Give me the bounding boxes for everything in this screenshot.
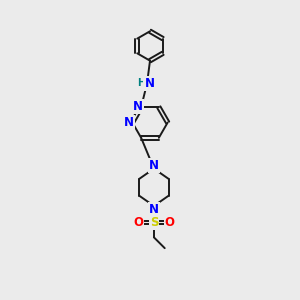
Text: O: O <box>133 216 143 229</box>
Text: S: S <box>150 216 158 229</box>
Text: N: N <box>149 203 159 216</box>
Text: N: N <box>149 159 159 172</box>
Text: O: O <box>165 216 175 229</box>
Text: N: N <box>144 77 154 90</box>
Text: N: N <box>133 100 143 113</box>
Text: N: N <box>124 116 134 129</box>
Text: H: H <box>137 78 145 88</box>
